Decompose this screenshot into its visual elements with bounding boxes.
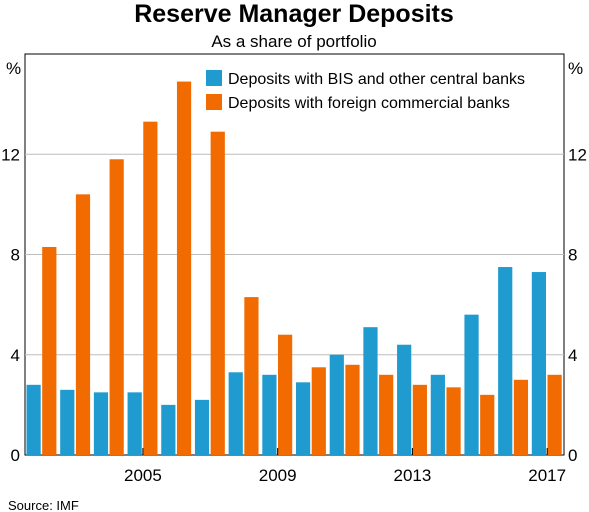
bar-commercial xyxy=(244,297,259,455)
x-tick-label: 2013 xyxy=(393,466,431,485)
chart-title: Reserve Manager Deposits xyxy=(134,0,454,28)
axis-ticks: 0 0 4 4 8 8 12 12 2005 2009 2013 2017 xyxy=(1,145,587,485)
bar-commercial xyxy=(547,374,562,455)
legend: Deposits with BIS and other central bank… xyxy=(206,70,525,112)
y-tick-label-right: 4 xyxy=(568,346,577,365)
bar-commercial xyxy=(143,121,158,455)
bar-bis xyxy=(60,389,75,455)
bar-bis xyxy=(531,272,547,455)
legend-swatch xyxy=(206,94,222,110)
x-tick-label: 2009 xyxy=(259,466,297,485)
legend-label: Deposits with foreign commercial banks xyxy=(228,95,510,112)
bar-bis xyxy=(194,399,210,455)
bar-commercial xyxy=(480,394,495,455)
bar-bis xyxy=(93,392,109,455)
bar-bis xyxy=(296,382,311,455)
bar-bis xyxy=(498,267,513,455)
right-axis-unit: % xyxy=(568,59,583,78)
y-tick-label-right: 12 xyxy=(568,145,587,164)
legend-swatch xyxy=(206,70,222,86)
y-tick-label-left: 4 xyxy=(11,346,20,365)
bar-commercial xyxy=(42,246,57,455)
x-tick-label: 2005 xyxy=(124,466,162,485)
bar-bis xyxy=(161,404,176,455)
bar-bis xyxy=(397,344,412,455)
bar-bis xyxy=(329,354,344,455)
left-axis-unit: % xyxy=(6,59,21,78)
bar-bis xyxy=(228,372,243,455)
chart-subtitle: As a share of portfolio xyxy=(211,32,376,51)
bars xyxy=(26,81,562,455)
bar-bis xyxy=(464,314,479,455)
bar-commercial xyxy=(513,379,529,455)
gridlines xyxy=(25,153,564,356)
bar-commercial xyxy=(210,131,225,455)
bar-bis xyxy=(127,392,142,455)
source-note: Source: IMF xyxy=(8,498,79,512)
y-tick-label-right: 8 xyxy=(568,246,577,265)
bar-bis xyxy=(262,374,277,455)
bar-commercial xyxy=(412,384,427,455)
bar-commercial xyxy=(379,374,394,455)
bar-commercial xyxy=(446,387,461,455)
y-tick-label-right: 0 xyxy=(568,446,577,465)
bar-bis xyxy=(26,384,41,455)
y-tick-label-left: 0 xyxy=(11,446,20,465)
bar-commercial xyxy=(345,364,360,455)
bar-commercial xyxy=(278,334,293,455)
legend-label: Deposits with BIS and other central bank… xyxy=(228,71,525,88)
y-tick-label-left: 12 xyxy=(1,145,20,164)
bar-bis xyxy=(430,374,445,455)
bar-commercial xyxy=(75,194,91,455)
x-tick-label: 2017 xyxy=(528,466,566,485)
bar-bis xyxy=(363,327,378,455)
bar-commercial xyxy=(176,81,192,455)
bar-commercial xyxy=(311,367,326,455)
bar-commercial xyxy=(109,159,124,455)
y-tick-label-left: 8 xyxy=(11,246,20,265)
